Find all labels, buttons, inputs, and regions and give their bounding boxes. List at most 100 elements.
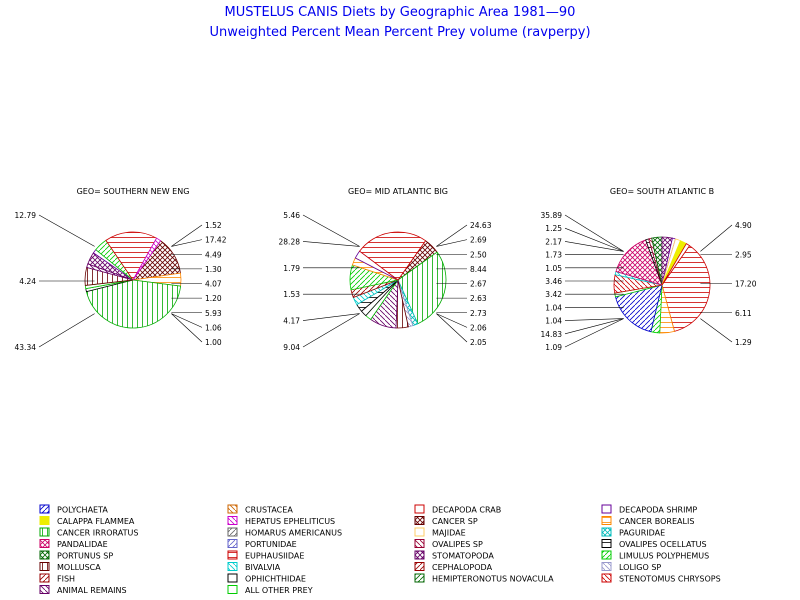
pie-slice-euphausiidae — [661, 245, 711, 332]
legend-label: LIMULUS POLYPHEMUS — [619, 552, 709, 561]
pie-value-label: 4.07 — [205, 280, 222, 289]
legend-item-cancer-sp: CANCER SP — [414, 516, 478, 526]
legend-item-animal-remains: ANIMAL REMAINS — [39, 585, 127, 595]
legend-swatch — [227, 527, 238, 537]
legend-item-cancer-borealis: CANCER BOREALIS — [601, 516, 694, 526]
pie-leader-line — [302, 214, 360, 247]
legend-item-hemipteronotus-novacula: HEMIPTERONOTUS NOVACULA — [414, 573, 554, 584]
pie-value-label: 5.93 — [205, 309, 222, 318]
pie-value-label: 35.89 — [541, 211, 563, 220]
pie-leader-line — [436, 224, 468, 247]
legend-swatch — [414, 527, 425, 537]
legend-label: EUPHAUSIIDAE — [245, 552, 304, 561]
legend-item-limulus-polyphemus: LIMULUS POLYPHEMUS — [601, 550, 709, 561]
legend-item-decapoda-shrimp: DECAPODA SHRIMP — [601, 504, 697, 515]
legend-label: HEMIPTERONOTUS NOVACULA — [432, 575, 554, 584]
pie-value-label: 2.69 — [470, 236, 487, 245]
legend-label: MOLLUSCA — [57, 563, 101, 572]
legend-label: PANDALIDAE — [57, 540, 108, 549]
pie-slice-decapoda-crab — [661, 243, 691, 286]
pie-slice-hepatus-epheliticus — [132, 237, 162, 281]
legend-swatch — [227, 504, 238, 514]
pie-value-label: 17.20 — [735, 280, 757, 289]
pie-slice-euphausiidae — [105, 231, 158, 281]
pie-leader-line — [38, 313, 95, 348]
legend-swatch — [601, 527, 612, 537]
pie-title: GEO= SOUTH ATLANTIC B — [610, 187, 714, 196]
pie-title: GEO= SOUTHERN NEW ENG — [77, 187, 190, 196]
legend-swatch — [39, 527, 50, 537]
legend-label: FISH — [57, 575, 75, 584]
legend-swatch — [227, 516, 238, 525]
legend-label: STENOTOMUS CHRYSOPS — [619, 575, 721, 584]
legend-item-portunidae: PORTUNIDAE — [227, 539, 297, 549]
pie-leader-line — [171, 313, 203, 328]
legend: POLYCHAETA CRUSTACEA DECAPODA CRAB DECAPODA… — [39, 504, 721, 595]
legend-label: OVALIPES SP — [432, 540, 483, 549]
legend-label: MAJIDAE — [432, 529, 466, 538]
legend-swatch — [601, 573, 612, 583]
pie-value-label: 2.95 — [735, 250, 752, 259]
pie-value-label: 8.44 — [470, 265, 487, 274]
legend-swatch — [414, 550, 425, 560]
legend-swatch — [227, 562, 238, 571]
pie-value-label: 2.06 — [470, 323, 487, 332]
legend-swatch — [227, 573, 238, 583]
legend-item-polychaeta: POLYCHAETA — [39, 504, 108, 515]
legend-swatch — [601, 504, 612, 514]
legend-item-ovalipes-ocellatus: OVALIPES OCELLATUS — [601, 539, 707, 549]
pie-value-label: 1.20 — [205, 294, 222, 303]
legend-label: POLYCHAETA — [57, 506, 108, 515]
legend-label: HOMARUS AMERICANUS — [245, 529, 342, 538]
pie-value-label: 1.00 — [205, 338, 222, 347]
legend-swatch — [39, 550, 50, 560]
pie-leader-line — [564, 318, 624, 321]
legend-swatch — [39, 573, 50, 583]
legend-label: DECAPODA SHRIMP — [619, 506, 697, 515]
pie-leader-line — [564, 214, 624, 252]
legend-swatch — [414, 504, 425, 514]
pie-slice-cancer-irroratus — [85, 279, 182, 329]
legend-item-homarus-americanus: HOMARUS AMERICANUS — [227, 527, 342, 538]
legend-item-pandalidae: PANDALIDAE — [39, 539, 108, 549]
legend-label: PORTUNUS SP — [57, 552, 113, 561]
pie-value-label: 2.63 — [470, 294, 487, 303]
pie-value-label: 1.52 — [205, 221, 222, 230]
legend-item-mollusca: MOLLUSCA — [39, 562, 101, 572]
pie-leader-line — [171, 313, 203, 343]
legend-swatch — [39, 539, 50, 548]
pie-leader-line — [700, 318, 733, 343]
legend-label: CRUSTACEA — [245, 506, 293, 515]
legend-label: CANCER IRRORATUS — [57, 529, 138, 538]
legend-swatch — [601, 562, 612, 571]
legend-item-cancer-irroratus: CANCER IRRORATUS — [39, 527, 138, 538]
legend-swatch — [39, 504, 50, 514]
pie-value-label: 1.09 — [545, 343, 562, 352]
pie-value-label: 1.25 — [545, 224, 562, 233]
legend-swatch — [227, 550, 238, 560]
pie-value-label: 4.24 — [19, 277, 36, 286]
legend-swatch — [39, 585, 50, 594]
pie-value-label: 2.17 — [545, 237, 562, 246]
legend-item-all-other-prey: ALL OTHER PREY — [227, 585, 313, 595]
pie-value-label: 9.04 — [283, 343, 300, 352]
legend-item-loligo-sp: LOLIGO SP — [601, 562, 661, 572]
pie-value-label: 3.46 — [545, 277, 562, 286]
pie-leader-line — [564, 241, 624, 252]
pie-value-label: 4.90 — [735, 221, 752, 230]
legend-item-stenotomus-chrysops: STENOTOMUS CHRYSOPS — [601, 573, 721, 584]
pie-geo-south-atlantic-b: GEO= SOUTH ATLANTIC B 35.89 1.25 2.17 1.73 1.… — [541, 187, 757, 352]
legend-swatch — [414, 562, 425, 571]
pie-leader-line — [436, 313, 468, 328]
legend-label: HEPATUS EPHELITICUS — [245, 517, 335, 526]
pie-value-label: 4.49 — [205, 250, 222, 259]
pie-value-label: 1.04 — [545, 303, 562, 312]
legend-item-crustacea: CRUSTACEA — [227, 504, 293, 515]
legend-label: ANIMAL REMAINS — [57, 586, 127, 595]
pie-leader-line — [302, 313, 360, 348]
legend-label: OPHICHTHIDAE — [245, 575, 306, 584]
pie-leader-line — [171, 239, 203, 247]
pie-leader-line — [171, 224, 203, 247]
legend-item-ovalipes-sp: OVALIPES SP — [414, 539, 483, 549]
pie-slice-euphausiidae — [359, 231, 427, 281]
